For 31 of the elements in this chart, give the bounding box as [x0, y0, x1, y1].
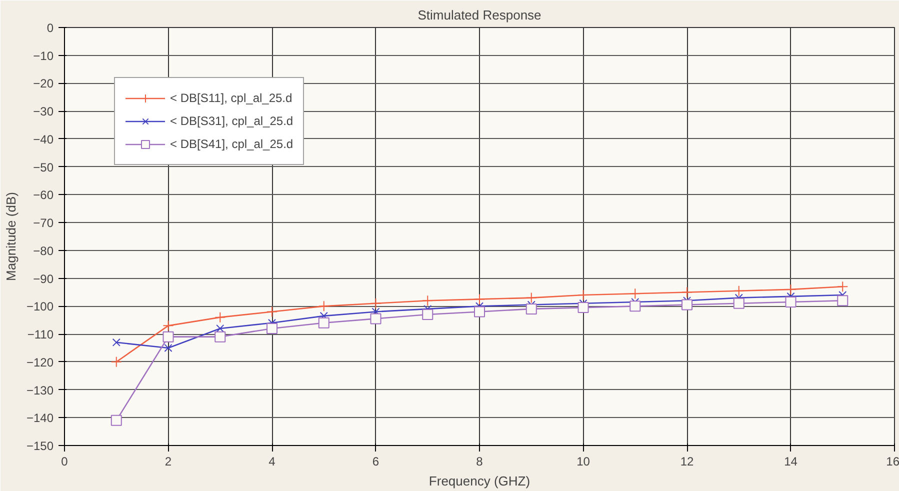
y-tick-label: −150 — [26, 439, 54, 453]
y-tick-label: −50 — [33, 160, 54, 174]
x-tick-label: 16 — [886, 454, 899, 468]
x-tick-label: 6 — [372, 454, 380, 468]
y-tick-label: −140 — [26, 411, 54, 426]
y-tick-label: −120 — [26, 355, 54, 370]
y-tick-label: −70 — [33, 216, 54, 230]
x-tick-label: 0 — [61, 454, 68, 468]
y-tick-label: −110 — [27, 328, 54, 342]
x-tick-label: 14 — [784, 454, 798, 468]
x-tick-label: 4 — [268, 454, 276, 468]
legend-label: < DB[S11], cpl_al_25.d — [170, 91, 292, 105]
y-tick-label: −60 — [33, 188, 54, 202]
y-tick-label: −10 — [33, 48, 54, 63]
chart-title: Stimulated Response — [418, 8, 542, 22]
x-axis-title: Frequency (GHZ) — [428, 474, 530, 488]
y-tick-label: −40 — [33, 132, 54, 146]
legend-label: < DB[S41], cpl_al_25.d — [170, 137, 294, 151]
y-tick-label: −100 — [26, 300, 54, 314]
x-tick-label: 10 — [576, 454, 590, 468]
y-tick-label: −30 — [33, 104, 54, 119]
y-tick-label: −130 — [26, 383, 54, 398]
x-tick-label: 8 — [476, 454, 484, 468]
legend-label: < DB[S31], cpl_al_25.d — [170, 114, 294, 128]
y-tick-label: −90 — [33, 272, 54, 286]
x-tick-label: 2 — [164, 454, 172, 468]
x-tick-label: 12 — [680, 454, 694, 468]
y-tick-label: −80 — [33, 244, 54, 258]
y-axis-title: Magnitude (dB) — [3, 192, 18, 281]
y-tick-label: 0 — [46, 21, 54, 35]
y-tick-label: −20 — [33, 76, 54, 91]
